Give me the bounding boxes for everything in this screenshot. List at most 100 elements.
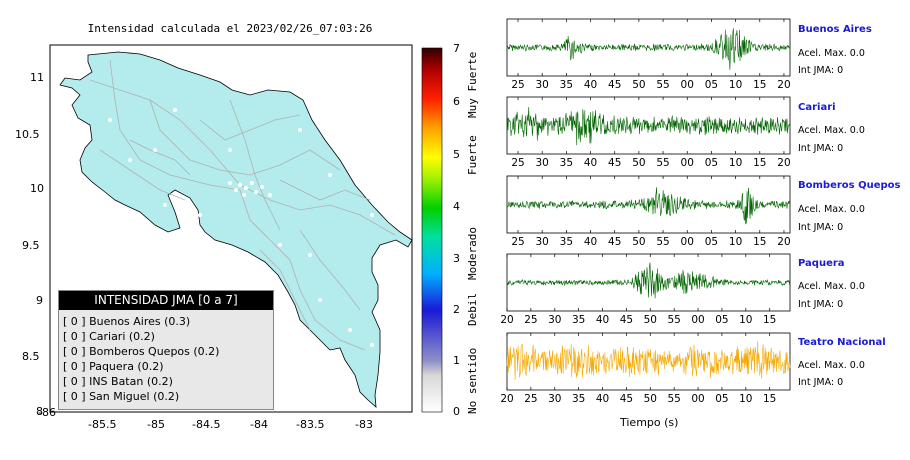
station-accel: Acel. Max. 0.0 [798, 281, 865, 292]
x-tick-label: 35 [560, 236, 573, 248]
station-name: Teatro Nacional [798, 337, 886, 348]
town-markers [108, 108, 374, 347]
x-tick-label: 25 [511, 79, 524, 91]
x-tick: -83 [355, 418, 373, 431]
colorbar-label: Fuerte [466, 135, 479, 175]
x-tick-label: 10 [739, 314, 752, 326]
station-name: Bomberos Quepos [798, 180, 901, 191]
station-int: Int JMA: 0 [798, 143, 844, 154]
station-name: Buenos Aires [798, 24, 872, 35]
x-tick-label: 35 [560, 79, 573, 91]
y-tick: 10 [30, 182, 44, 195]
waveform-series [506, 28, 791, 70]
station-accel: Acel. Max. 0.0 [798, 360, 865, 371]
x-tick-label: 45 [608, 157, 621, 169]
colorbar-tick: 2 [453, 303, 460, 316]
colorbar-tick: 3 [453, 252, 460, 265]
colorbar [421, 47, 443, 413]
x-tick-label: 45 [608, 236, 621, 248]
x-tick-label: 05 [705, 79, 718, 91]
x-tick-label: 50 [644, 393, 657, 405]
x-tick-label: 45 [620, 393, 633, 405]
x-tick-label: 00 [691, 393, 704, 405]
station-name: Cariari [798, 102, 836, 113]
x-tick-label: 20 [777, 236, 790, 248]
x-tick-label: 55 [667, 393, 680, 405]
x-tick-label: 15 [763, 314, 776, 326]
x-tick: -84.5 [192, 418, 221, 431]
colorbar-label: No sentido [466, 347, 479, 414]
x-tick-label: 15 [753, 79, 766, 91]
x-tick-label: 35 [572, 393, 585, 405]
x-tick: -85.5 [88, 418, 117, 431]
y-tick: 8.5 [22, 350, 40, 363]
x-tick: -86 [38, 406, 56, 419]
x-tick-label: 15 [763, 393, 776, 405]
station-name: Paquera [798, 258, 845, 269]
x-tick-label: 20 [777, 79, 790, 91]
colorbar-label: Debil [466, 292, 479, 326]
legend-item: [ 0 ] Bomberos Quepos (0.2) [63, 345, 220, 358]
legend-title: INTENSIDAD JMA [0 a 7] [59, 291, 273, 310]
x-tick-label: 25 [511, 157, 524, 169]
station-accel: Acel. Max. 0.0 [798, 125, 865, 136]
x-tick: -83.5 [296, 418, 325, 431]
costa-rica-land [59, 51, 412, 408]
x-tick-label: 00 [691, 314, 704, 326]
colorbar-tick: 1 [453, 354, 460, 367]
x-tick: -84 [250, 418, 268, 431]
x-tick-label: 55 [667, 314, 680, 326]
x-tick-label: 40 [584, 157, 597, 169]
x-tick-label: 30 [535, 157, 548, 169]
colorbar-tick: 4 [453, 200, 460, 213]
x-tick-label: 15 [753, 236, 766, 248]
x-tick-label: 30 [535, 236, 548, 248]
waveform-series [506, 187, 791, 225]
intensity-legend: INTENSIDAD JMA [0 a 7] [ 0 ] Buenos Aire… [58, 290, 274, 410]
y-tick: 9 [36, 294, 43, 307]
legend-item: [ 0 ] INS Batan (0.2) [63, 375, 173, 388]
x-tick-label: 55 [656, 79, 669, 91]
x-tick-label: 00 [681, 79, 694, 91]
legend-item: [ 0 ] Cariari (0.2) [63, 330, 155, 343]
x-tick-label: 40 [584, 236, 597, 248]
station-int: Int JMA: 0 [798, 377, 844, 388]
x-tick-label: 20 [500, 393, 513, 405]
map-title: Intensidad calculada el 2023/02/26_07:03… [87, 22, 373, 35]
x-tick-label: 35 [572, 314, 585, 326]
legend-item: [ 0 ] Buenos Aires (0.3) [63, 315, 191, 328]
x-tick-label: 10 [729, 157, 742, 169]
y-tick: 10.5 [15, 128, 40, 141]
x-tick-label: 30 [548, 393, 561, 405]
x-tick-label: 10 [729, 236, 742, 248]
x-tick-label: 05 [705, 236, 718, 248]
x-tick-label: 20 [777, 157, 790, 169]
x-tick-label: 45 [608, 79, 621, 91]
x-tick-label: 50 [632, 79, 645, 91]
x-tick-label: 05 [715, 393, 728, 405]
x-tick-label: 00 [681, 157, 694, 169]
waveform-series [506, 107, 791, 146]
waveform-series [506, 341, 791, 380]
y-tick: 9.5 [22, 239, 40, 252]
station-int: Int JMA: 0 [798, 222, 844, 233]
station-int: Int JMA: 0 [798, 65, 844, 76]
x-tick-label: 25 [524, 393, 537, 405]
x-tick-label: 25 [511, 236, 524, 248]
colorbar-tick: 0 [453, 405, 460, 418]
x-tick-label: 40 [584, 79, 597, 91]
x-tick-label: 20 [500, 314, 513, 326]
x-tick-label: 30 [535, 79, 548, 91]
x-tick-label: 10 [729, 79, 742, 91]
station-accel: Acel. Max. 0.0 [798, 48, 865, 59]
waveform-series [506, 262, 791, 299]
x-tick-label: 35 [560, 157, 573, 169]
x-tick-label: 45 [620, 314, 633, 326]
colorbar-label: Muy Fuerte [466, 51, 479, 118]
y-tick: 8 [36, 405, 43, 418]
colorbar-tick: 5 [453, 148, 460, 161]
colorbar-tick: 7 [453, 42, 460, 55]
x-tick-label: 55 [656, 157, 669, 169]
x-tick-label: 55 [656, 236, 669, 248]
x-tick-label: 50 [632, 157, 645, 169]
